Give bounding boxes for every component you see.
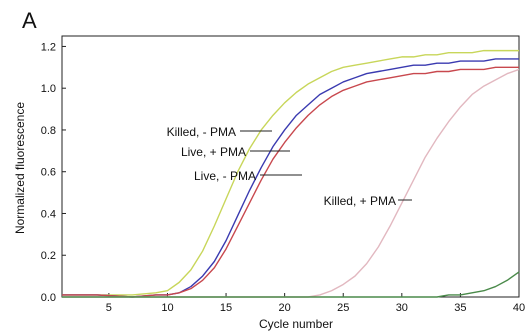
plot-frame bbox=[61, 35, 520, 298]
x-axis-title: Cycle number bbox=[259, 317, 333, 331]
annotation-label: Live, + PMA bbox=[181, 145, 246, 159]
x-tick-label: 30 bbox=[396, 302, 408, 314]
x-tick-label: 40 bbox=[513, 302, 525, 314]
x-tick-label: 5 bbox=[106, 302, 112, 314]
series-live-plus-pma-line bbox=[62, 58, 519, 298]
y-tick-label: 0.2 bbox=[41, 250, 56, 262]
y-tick-label: 1.0 bbox=[41, 83, 56, 95]
y-tick-label: 0.6 bbox=[41, 167, 56, 179]
x-tick-label: 10 bbox=[161, 302, 173, 314]
y-tick-label: 0.0 bbox=[41, 292, 56, 304]
series-layer bbox=[62, 49, 520, 298]
y-tick-label: 0.4 bbox=[41, 208, 56, 220]
x-tick-label: 20 bbox=[279, 302, 291, 314]
x-tick-label: 25 bbox=[337, 302, 349, 314]
y-tick-label: 0.8 bbox=[41, 125, 56, 137]
series-killed-plus-pma-line bbox=[62, 68, 520, 298]
y-axis-title: Normalized fluorescence bbox=[13, 102, 27, 234]
panel-label: A bbox=[22, 8, 37, 33]
x-tick-label: 15 bbox=[220, 302, 232, 314]
series-killed-minus-pma-line bbox=[62, 49, 519, 296]
series-baseline-green-line bbox=[62, 271, 520, 298]
series-live-minus-pma-line bbox=[62, 66, 519, 298]
annotation-layer: Killed, - PMA Live, + PMA Live, - PMA Kille… bbox=[167, 125, 412, 208]
annotation-label: Killed, + PMA bbox=[324, 194, 396, 208]
annotation-label: Live, - PMA bbox=[194, 169, 256, 183]
annotation-label: Killed, - PMA bbox=[167, 125, 236, 139]
y-tick-label: 1.2 bbox=[41, 41, 56, 53]
x-tick-label: 35 bbox=[454, 302, 466, 314]
